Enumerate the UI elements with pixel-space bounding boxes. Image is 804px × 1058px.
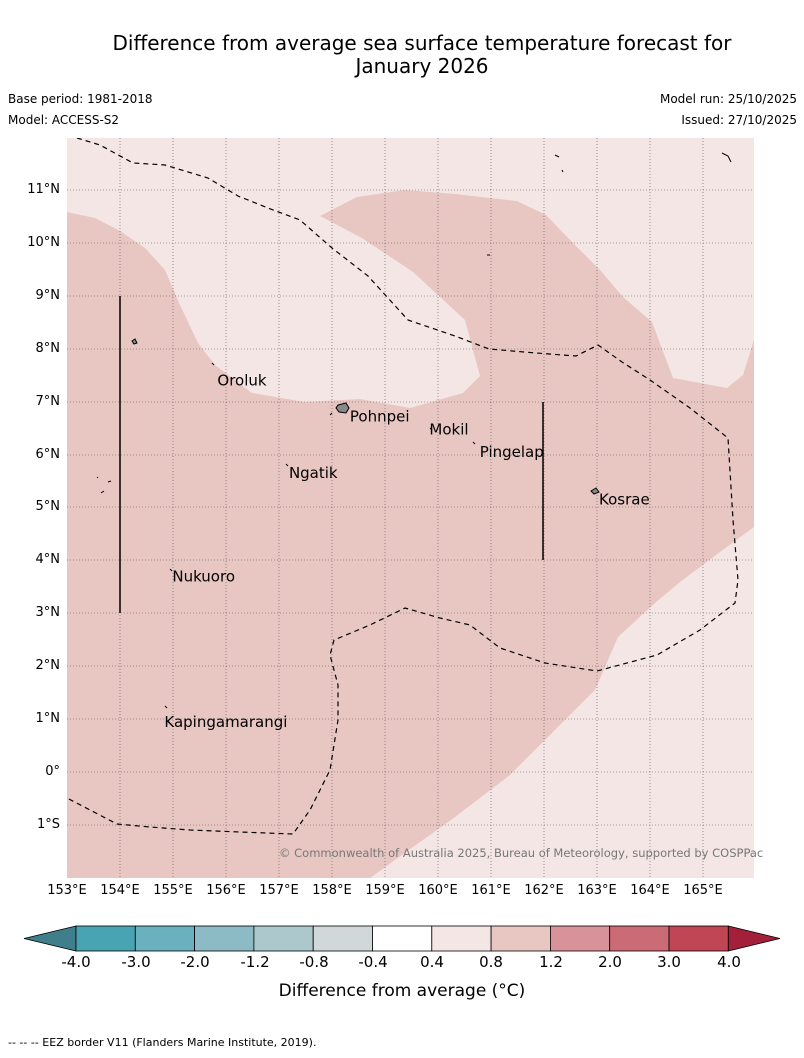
place-label-kapingamarangi: Kapingamarangi (164, 713, 287, 731)
islet (554, 154, 564, 173)
colorbar-swatch (668, 925, 729, 952)
issued-date: Issued: 27/10/2025 (681, 113, 797, 127)
eez-border (67, 138, 739, 835)
islet (107, 480, 112, 483)
colorbar-tick: -4.0 (61, 953, 91, 971)
model-name: Model: ACCESS-S2 (8, 113, 120, 127)
lon-tick: 163°E (577, 883, 617, 898)
colorbar-tick: 2.0 (598, 953, 622, 971)
colorbar-tick: -0.8 (299, 953, 329, 971)
colorbar-swatch (253, 925, 314, 952)
lon-tick: 154°E (100, 883, 140, 898)
lon-tick: 156°E (206, 883, 246, 898)
lon-tick: 161°E (471, 883, 511, 898)
colorbar-swatch (609, 925, 670, 952)
lat-tick: 1°N (35, 711, 61, 726)
colorbar-swatch (372, 925, 433, 952)
colorbar-swatch (312, 925, 373, 952)
lon-tick: 159°E (365, 883, 405, 898)
lon-tick: 164°E (630, 883, 670, 898)
colorbar-swatch (194, 925, 255, 952)
place-marker-ticks (164, 362, 476, 709)
lat-tick: 2°N (35, 658, 61, 673)
colorbar-swatch (550, 925, 611, 952)
place-label-mokil: Mokil (429, 420, 468, 438)
transect-lines (119, 296, 544, 613)
lat-tick: 5°N (35, 499, 61, 514)
sst-anomaly-field (67, 138, 754, 878)
islet (721, 152, 732, 163)
place-label-pingelap: Pingelap (480, 443, 544, 461)
colorbar-tick: 1.2 (539, 953, 563, 971)
lon-tick: 158°E (312, 883, 352, 898)
model-run: Model run: 25/10/2025 (659, 92, 797, 106)
lat-tick: 8°N (35, 341, 61, 356)
colorbar (23, 925, 781, 952)
lat-tick: 3°N (35, 605, 61, 620)
colorbar-title: Difference from average (°C) (278, 981, 526, 1001)
lat-tick: 1°S (36, 817, 60, 832)
lat-tick: 11°N (27, 182, 60, 197)
colorbar-extend-high (727, 925, 781, 952)
lat-tick: 4°N (35, 552, 61, 567)
lat-tick: 10°N (27, 235, 60, 250)
place-label-ngatik: Ngatik (289, 464, 338, 482)
lon-tick: 157°E (259, 883, 299, 898)
colorbar-tick: -0.4 (358, 953, 388, 971)
colorbar-tick: -1.2 (240, 953, 270, 971)
colorbar-swatch (431, 925, 492, 952)
colorbar-extend-low (23, 925, 77, 952)
pohnpei-island (335, 402, 350, 414)
colorbar-tick: 0.8 (479, 953, 503, 971)
colorbar-swatch (134, 925, 196, 952)
islands (96, 152, 732, 495)
colorbar-tick: 3.0 (657, 953, 681, 971)
lon-tick: 155°E (153, 883, 193, 898)
map-title: Difference from average sea surface temp… (40, 32, 804, 78)
colorbar-tick: -3.0 (121, 953, 151, 971)
title-line-1: Difference from average sea surface temp… (112, 31, 732, 55)
colorbar-tick: -2.0 (180, 953, 210, 971)
lon-tick: 160°E (418, 883, 458, 898)
place-label-nukuoro: Nukuoro (172, 567, 235, 585)
lat-tick: 6°N (35, 447, 61, 462)
anomaly-region-0.8-1.2 (67, 190, 754, 878)
place-label-oroluk: Oroluk (217, 372, 266, 390)
lat-tick: 0° (45, 764, 60, 779)
place-labels: Oroluk Pohnpei Mokil Pingelap Ngatik Kosrae Nu… (164, 372, 649, 731)
kosrae-island (590, 487, 600, 495)
lat-tick: 7°N (35, 394, 61, 409)
place-label-pohnpei: Pohnpei (350, 408, 410, 426)
eez-footnote: -- -- -- EEZ border V11 (Flanders Marine… (8, 1036, 317, 1049)
title-line-2: January 2026 (355, 54, 489, 78)
lat-tick: 9°N (35, 288, 61, 303)
copyright-notice: © Commonwealth of Australia 2025, Bureau… (279, 846, 763, 860)
islet (100, 490, 105, 494)
colorbar-swatch (490, 925, 551, 952)
colorbar-swatch (75, 925, 136, 952)
lon-tick: 153°E (47, 883, 87, 898)
colorbar-tick: 4.0 (717, 953, 741, 971)
gridlines (67, 138, 754, 878)
base-period: Base period: 1981-2018 (8, 92, 153, 106)
lon-tick: 165°E (683, 883, 723, 898)
colorbar-tick: 0.4 (420, 953, 444, 971)
islet (329, 412, 333, 416)
place-label-kosrae: Kosrae (599, 491, 650, 509)
lon-tick: 162°E (524, 883, 564, 898)
islet (131, 338, 138, 345)
islet (96, 476, 99, 479)
